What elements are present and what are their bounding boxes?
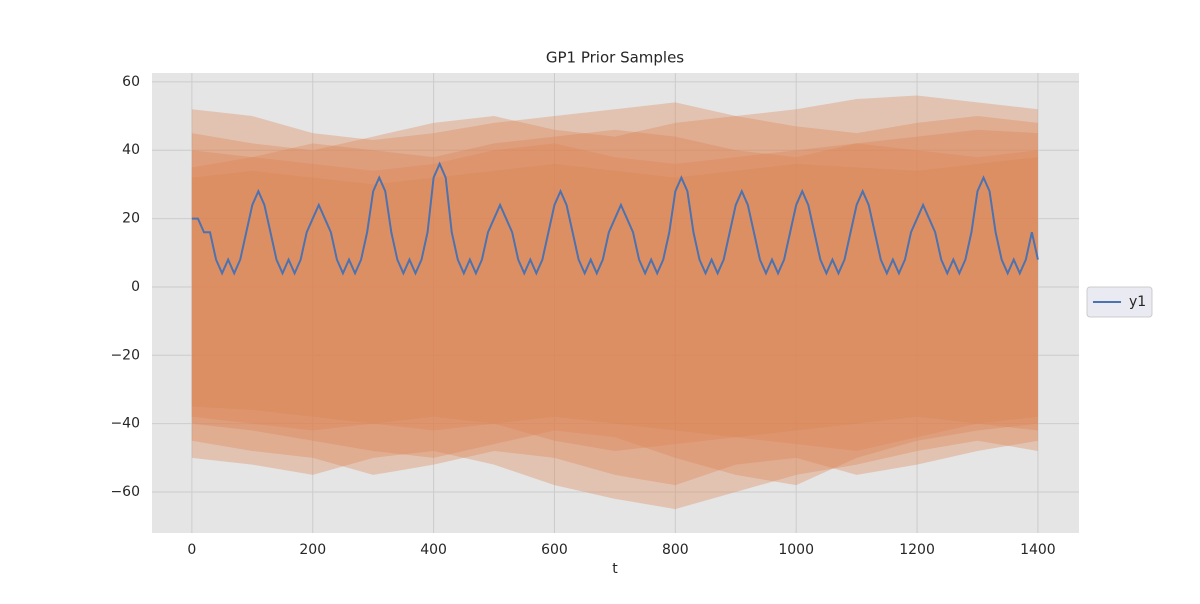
x-tick-label: 1200 bbox=[899, 542, 935, 558]
y-tick-label: 40 bbox=[122, 142, 140, 158]
x-tick-label: 600 bbox=[541, 542, 568, 558]
sample-band bbox=[191, 157, 1038, 438]
chart-title: GP1 Prior Samples bbox=[546, 49, 684, 67]
series-line bbox=[191, 161, 1039, 276]
y-tick-label: −20 bbox=[110, 347, 140, 363]
x-tick-label: 800 bbox=[662, 542, 689, 558]
y-tick-label: −60 bbox=[110, 484, 140, 500]
legend: y1 bbox=[1086, 286, 1153, 318]
x-tick-label: 200 bbox=[299, 542, 326, 558]
x-tick-label: 1400 bbox=[1020, 542, 1056, 558]
legend-label: y1 bbox=[1129, 294, 1146, 310]
sample-band bbox=[191, 95, 1038, 510]
x-tick-label: 0 bbox=[187, 542, 196, 558]
y-tick-label: −40 bbox=[110, 416, 140, 432]
plot-area bbox=[152, 73, 1079, 533]
y-tick-label: 60 bbox=[122, 74, 140, 90]
x-axis-label: t bbox=[612, 561, 618, 577]
x-tick-label: 1000 bbox=[778, 542, 814, 558]
sample-band bbox=[191, 116, 1038, 486]
y-tick-label: 20 bbox=[122, 211, 140, 227]
y-tick-label: 0 bbox=[131, 279, 140, 295]
x-tick-label: 400 bbox=[420, 542, 447, 558]
sample-band bbox=[191, 129, 1038, 486]
sample-band bbox=[191, 143, 1038, 451]
